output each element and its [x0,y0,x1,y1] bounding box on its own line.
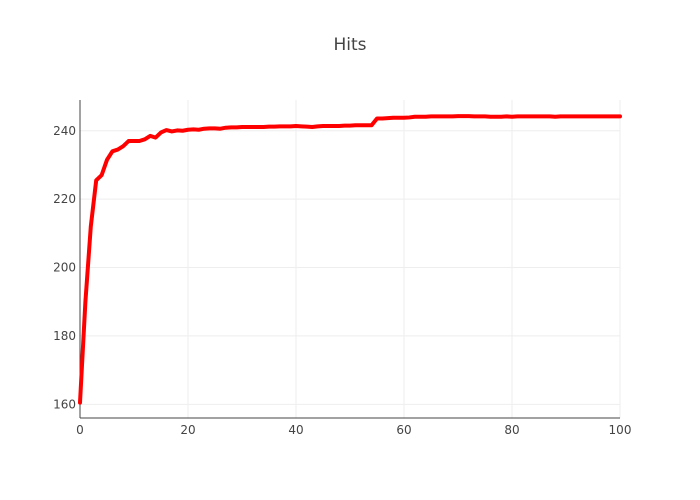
y-tick-labels: 160 180 200 220 240 [53,124,76,412]
x-grid-lines [187,100,621,418]
y-tick-label-240: 240 [53,124,76,138]
x-tick-label-80: 80 [504,423,519,437]
y-tick-label-180: 180 [53,329,76,343]
series-layer [78,114,622,405]
y-tick-label-220: 220 [53,192,76,206]
chart-title: Hits [333,35,366,55]
y-grid-lines [80,130,620,405]
x-tick-label-100: 100 [609,423,632,437]
x-tick-labels: 0 20 40 60 80 100 [76,423,631,437]
x-tick-label-40: 40 [288,423,303,437]
axes [79,100,620,419]
x-tick-label-0: 0 [76,423,84,437]
x-tick-label-20: 20 [180,423,195,437]
y-tick-label-160: 160 [53,397,76,411]
x-tick-label-60: 60 [396,423,411,437]
y-tick-label-200: 200 [53,261,76,275]
series-line-0 [78,114,622,405]
